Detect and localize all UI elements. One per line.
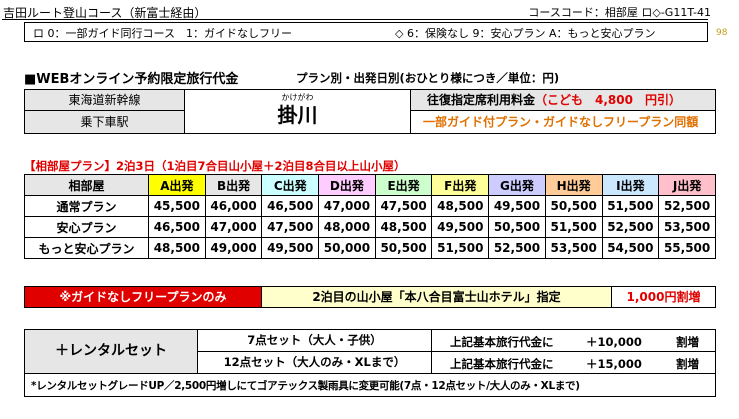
rental-title: ＋レンタルセット bbox=[55, 343, 167, 359]
rental-note-cell: *レンタルセットグレードUP／2,500円増しにてゴアテックス製雨具に変更可能(… bbox=[25, 374, 715, 396]
guide-free-box: ※ガイドなしフリープランのみ 2泊目の山小屋「本八合目富士山ホテル」指定 1,0… bbox=[24, 286, 716, 308]
rental-item-base: 上記基本旅行代金に bbox=[450, 335, 554, 349]
child-fare: （こども 4,800 円引） bbox=[535, 93, 681, 107]
price-cell: 50,000 bbox=[318, 237, 376, 259]
table-row: 通常プラン 45,500 46,000 46,500 47,000 47,500… bbox=[24, 195, 716, 217]
rental-title-cell: ＋レンタルセット bbox=[25, 330, 198, 374]
rental-item-name-cell: 12点セット（大人のみ・XLまで） bbox=[198, 352, 432, 373]
course-code: コースコード：相部屋 ロ◇-G11T-41 bbox=[528, 6, 711, 19]
price-cell: 47,500 bbox=[261, 216, 320, 238]
rental-item-price: ＋10,000 bbox=[586, 335, 642, 349]
column-header: H出発 bbox=[544, 174, 603, 196]
row-label: もっと安心プラン bbox=[24, 237, 149, 259]
price-cell: 45,500 bbox=[148, 195, 206, 217]
price-cell: 54,500 bbox=[601, 237, 660, 259]
rental-item-row: 12点セット（大人のみ・XLまで） 上記基本旅行代金に ＋15,000 割増 bbox=[198, 352, 715, 374]
row-label: 通常プラン bbox=[24, 195, 149, 217]
rental-note: *レンタルセットグレードUP／2,500円増しにてゴアテックス製雨具に変更可能(… bbox=[31, 380, 580, 392]
row-label: 安心プラン bbox=[24, 216, 149, 238]
option-box: ロ 0：一部ガイド同行コース 1：ガイドなしフリー ◇ 6：保険なし 9：安心プ… bbox=[24, 22, 708, 42]
price-cell: 46,000 bbox=[204, 195, 263, 217]
column-header: D出発 bbox=[318, 174, 376, 196]
table-row: もっと安心プラン 48,500 49,000 49,500 50,000 50,… bbox=[24, 237, 716, 259]
price-cell: 49,000 bbox=[204, 237, 263, 259]
column-header: G出発 bbox=[488, 174, 546, 196]
price-cell: 48,500 bbox=[431, 195, 490, 217]
column-header: A出発 bbox=[148, 174, 206, 196]
price-cell: 49,500 bbox=[488, 195, 546, 217]
price-cell: 52,500 bbox=[601, 216, 660, 238]
guide-free-label: ※ガイドなしフリープランのみ bbox=[59, 290, 227, 304]
board-label-cell: 乗下車駅 bbox=[25, 111, 185, 133]
route-title: 吉田ルート登山コース（新富士経由） bbox=[3, 6, 207, 20]
price-cell: 48,500 bbox=[374, 216, 433, 238]
rental-item-row: 7点セット（大人・子供） 上記基本旅行代金に ＋10,000 割増 bbox=[198, 330, 715, 352]
guide-free-label-cell: ※ガイドなしフリープランのみ bbox=[25, 287, 262, 307]
header-divider bbox=[2, 19, 708, 20]
rental-item-base: 上記基本旅行代金に bbox=[450, 357, 554, 371]
station-name: 掛川 bbox=[277, 103, 318, 127]
rental-item-name: 12点セット（大人のみ・XLまで） bbox=[223, 355, 406, 369]
price-cell: 53,500 bbox=[544, 237, 603, 259]
price-cell: 48,500 bbox=[148, 237, 206, 259]
price-cell: 47,000 bbox=[204, 216, 263, 238]
column-header: C出発 bbox=[261, 174, 320, 196]
line-label: 東海道新幹線 bbox=[68, 93, 141, 107]
option-left: ロ 0：一部ガイド同行コース 1：ガイドなしフリー bbox=[33, 27, 292, 40]
line-label-cell: 東海道新幹線 bbox=[25, 90, 185, 111]
table-row: 安心プラン 46,500 47,000 47,500 48,000 48,500… bbox=[24, 216, 716, 238]
rental-item-unit: 割増 bbox=[676, 357, 699, 371]
price-cell: 50,500 bbox=[374, 237, 433, 259]
rental-item-name-cell: 7点セット（大人・子供） bbox=[198, 330, 432, 351]
price-cell: 50,500 bbox=[544, 195, 603, 217]
rental-box: ＋レンタルセット 7点セット（大人・子供） 上記基本旅行代金に ＋10,000 … bbox=[24, 329, 716, 397]
option-right: ◇ 6：保険なし 9：安心プラン A：もっと安心プラン bbox=[395, 27, 656, 40]
price-cell: 47,000 bbox=[318, 195, 376, 217]
surcharge-cell: 1,000円割増 bbox=[612, 287, 715, 307]
section-subtitle: プラン別・出発日別(おひとり様につき／単位：円) bbox=[296, 71, 560, 85]
station-cell: かけがわ 掛川 bbox=[185, 90, 411, 133]
price-cell: 55,500 bbox=[658, 237, 716, 259]
rental-item-name: 7点セット（大人・子供） bbox=[247, 333, 382, 347]
price-cell: 51,500 bbox=[601, 195, 660, 217]
price-cell: 53,500 bbox=[658, 216, 716, 238]
hotel-cell: 2泊目の山小屋「本八合目富士山ホテル」指定 bbox=[262, 287, 612, 307]
price-table: 相部屋 A出発 B出発 C出発 D出発 E出発 F出発 G出発 H出発 I出発 … bbox=[24, 174, 716, 259]
side-number: 98 bbox=[716, 28, 728, 38]
price-cell: 49,500 bbox=[261, 237, 320, 259]
surcharge-text: 1,000円割増 bbox=[626, 290, 701, 304]
station-box: 東海道新幹線 乗下車駅 かけがわ 掛川 往復指定席利用料金（こども 4,800 … bbox=[24, 89, 716, 134]
price-cell: 48,000 bbox=[318, 216, 376, 238]
price-cell: 50,500 bbox=[488, 216, 546, 238]
plan-note-cell: 一部ガイド付プラン・ガイドなしフリープラン同額 bbox=[411, 111, 715, 133]
hotel-text: 2泊目の山小屋「本八合目富士山ホテル」指定 bbox=[312, 290, 561, 304]
table-caption: 【相部屋プラン】2泊3日（1泊目7合目山小屋＋2泊目8合目以上山小屋） bbox=[24, 159, 406, 173]
price-cell: 46,500 bbox=[261, 195, 320, 217]
column-header: E出発 bbox=[374, 174, 433, 196]
fare-label: 往復指定席利用料金 bbox=[427, 93, 536, 107]
rental-item-unit: 割増 bbox=[676, 335, 699, 349]
column-header: J出発 bbox=[658, 174, 716, 196]
section-title: ■WEBオンライン予約限定旅行代金 bbox=[24, 72, 239, 87]
price-cell: 46,500 bbox=[148, 216, 206, 238]
table-header-row: 相部屋 A出発 B出発 C出発 D出発 E出発 F出発 G出発 H出発 I出発 … bbox=[24, 174, 716, 196]
price-cell: 49,500 bbox=[431, 216, 490, 238]
table-corner: 相部屋 bbox=[24, 174, 149, 196]
column-header: I出発 bbox=[601, 174, 660, 196]
rental-item-price: ＋15,000 bbox=[586, 357, 642, 371]
column-header: B出発 bbox=[204, 174, 263, 196]
fare-cell: 往復指定席利用料金（こども 4,800 円引） bbox=[411, 90, 715, 111]
column-header: F出発 bbox=[431, 174, 490, 196]
station-ruby: かけがわ bbox=[281, 93, 314, 102]
price-cell: 51,500 bbox=[544, 216, 603, 238]
board-label: 乗下車駅 bbox=[80, 115, 129, 129]
price-cell: 47,500 bbox=[374, 195, 433, 217]
plan-note: 一部ガイド付プラン・ガイドなしフリープラン同額 bbox=[423, 115, 699, 129]
price-cell: 52,500 bbox=[658, 195, 716, 217]
price-cell: 52,500 bbox=[488, 237, 546, 259]
price-cell: 51,500 bbox=[431, 237, 490, 259]
